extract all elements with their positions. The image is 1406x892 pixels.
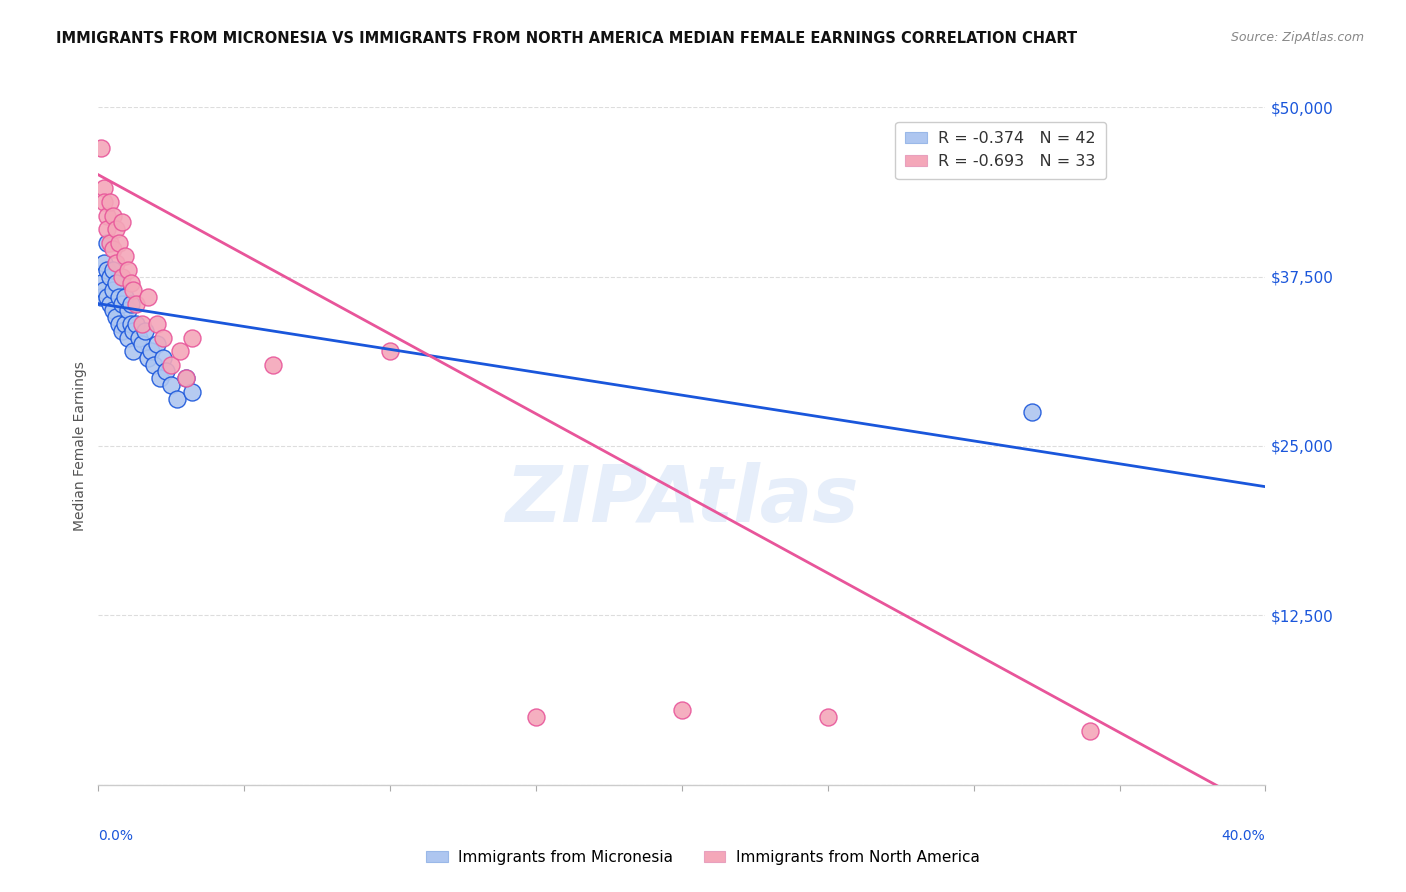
Point	[174, 371, 197, 385]
Point	[120, 277, 142, 291]
Point	[380, 344, 402, 359]
Point	[111, 215, 134, 229]
Point	[117, 303, 139, 318]
Point	[174, 371, 197, 385]
Point	[817, 710, 839, 724]
Point	[98, 296, 121, 310]
Point	[155, 364, 177, 378]
Legend: R = -0.374   N = 42, R = -0.693   N = 33: R = -0.374 N = 42, R = -0.693 N = 33	[896, 122, 1105, 179]
Point	[96, 290, 118, 304]
Point	[98, 194, 121, 209]
Point	[131, 317, 153, 331]
Point	[120, 296, 142, 310]
Point	[122, 344, 145, 359]
Point	[1080, 723, 1102, 738]
Point	[114, 290, 136, 304]
Legend: Immigrants from Micronesia, Immigrants from North America: Immigrants from Micronesia, Immigrants f…	[420, 844, 986, 871]
Point	[146, 317, 169, 331]
Point	[152, 351, 174, 365]
Point	[96, 262, 118, 277]
Point	[1021, 405, 1043, 419]
Point	[146, 337, 169, 351]
Point	[524, 710, 547, 724]
Point	[90, 141, 112, 155]
Point	[101, 209, 124, 223]
Point	[152, 330, 174, 344]
Point	[96, 222, 118, 236]
Point	[671, 703, 693, 717]
Point	[90, 290, 112, 304]
Point	[136, 290, 159, 304]
Point	[101, 303, 124, 318]
Text: ZIPAtlas: ZIPAtlas	[505, 462, 859, 538]
Point	[262, 358, 284, 372]
Point	[108, 317, 131, 331]
Point	[114, 317, 136, 331]
Point	[117, 330, 139, 344]
Point	[160, 378, 183, 392]
Point	[111, 296, 134, 310]
Point	[101, 243, 124, 257]
Point	[111, 324, 134, 338]
Point	[122, 324, 145, 338]
Point	[160, 358, 183, 372]
Point	[166, 392, 188, 406]
Point	[93, 256, 115, 270]
Point	[180, 384, 202, 399]
Point	[104, 222, 127, 236]
Point	[169, 344, 191, 359]
Point	[139, 344, 162, 359]
Point	[131, 337, 153, 351]
Point	[120, 317, 142, 331]
Point	[136, 351, 159, 365]
Text: 0.0%: 0.0%	[98, 829, 134, 843]
Point	[98, 235, 121, 250]
Point	[98, 269, 121, 284]
Point	[108, 290, 131, 304]
Point	[101, 262, 124, 277]
Point	[149, 371, 172, 385]
Point	[125, 296, 148, 310]
Point	[96, 235, 118, 250]
Point	[142, 358, 165, 372]
Text: Source: ZipAtlas.com: Source: ZipAtlas.com	[1230, 31, 1364, 45]
Point	[101, 283, 124, 297]
Point	[122, 283, 145, 297]
Point	[180, 330, 202, 344]
Point	[104, 256, 127, 270]
Point	[117, 262, 139, 277]
Point	[104, 277, 127, 291]
Point	[93, 181, 115, 195]
Point	[93, 194, 115, 209]
Point	[128, 330, 150, 344]
Point	[108, 235, 131, 250]
Point	[96, 209, 118, 223]
Point	[134, 324, 156, 338]
Point	[114, 249, 136, 263]
Point	[93, 283, 115, 297]
Point	[111, 269, 134, 284]
Point	[125, 317, 148, 331]
Y-axis label: Median Female Earnings: Median Female Earnings	[73, 361, 87, 531]
Point	[90, 277, 112, 291]
Text: IMMIGRANTS FROM MICRONESIA VS IMMIGRANTS FROM NORTH AMERICA MEDIAN FEMALE EARNIN: IMMIGRANTS FROM MICRONESIA VS IMMIGRANTS…	[56, 31, 1077, 46]
Text: 40.0%: 40.0%	[1222, 829, 1265, 843]
Point	[104, 310, 127, 325]
